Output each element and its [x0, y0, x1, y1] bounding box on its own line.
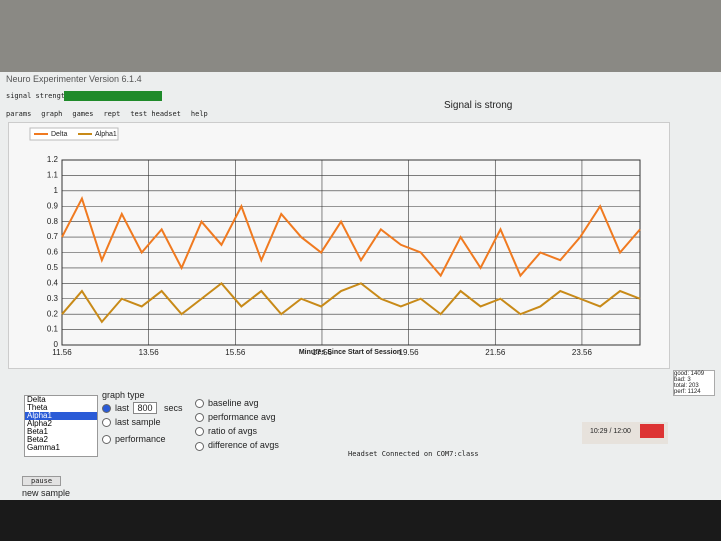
avg-option-text: performance avg	[208, 412, 276, 423]
radio-option[interactable]: performance	[102, 434, 166, 445]
stat: bad: 3	[674, 377, 714, 383]
tab-text: test headset	[130, 110, 181, 118]
band-item-text: Beta2	[27, 435, 48, 444]
avg-option-text: baseline avg	[208, 398, 259, 408]
secs-input[interactable]: 800	[133, 402, 157, 414]
tab[interactable]: params	[6, 110, 31, 118]
band-item[interactable]: Gamma1	[25, 444, 97, 452]
band-item-text: Delta	[27, 395, 46, 404]
stat-text: total: 203	[674, 383, 699, 389]
avg-option-text: difference of avgs	[208, 440, 279, 451]
tab-text: graph	[41, 110, 63, 118]
band-item-text: Beta1	[27, 427, 48, 436]
radio-option[interactable]: last sample	[102, 417, 166, 428]
tab-text: rept	[103, 110, 121, 118]
stat-text: good: 1409	[674, 371, 705, 377]
app-window: Neuro Experimenter Version 6.1.4 signal …	[0, 72, 721, 502]
tab[interactable]: help	[191, 110, 208, 118]
stat-text: bad: 3	[674, 377, 691, 383]
signal-label: signal strength	[6, 92, 70, 100]
stat-text: perf: 1124	[674, 389, 701, 395]
band-item-text: Gamma1	[27, 443, 60, 452]
tab-text: help	[190, 110, 208, 118]
radio-option-text: performance	[115, 434, 166, 445]
window-title: Neuro Experimenter Version 6.1.4	[6, 74, 142, 84]
avg-option-text: ratio of avgs	[208, 426, 258, 437]
tab-bar: params graph games rept test headset help	[6, 110, 208, 118]
tab[interactable]: rept	[103, 110, 120, 118]
tab[interactable]: games	[72, 110, 93, 118]
last-option[interactable]: last	[102, 403, 130, 414]
band-list[interactable]: Delta Theta Alpha1 Alpha2 Beta1 Beta2 Gamma1	[24, 395, 98, 457]
timer: 10:29 / 12:00	[590, 428, 631, 435]
tab[interactable]: test headset	[130, 110, 181, 118]
radio-option-text: last sample	[115, 417, 161, 427]
pause-button[interactable]: pause	[22, 476, 62, 486]
band-item[interactable]: Alpha2	[25, 420, 97, 428]
band-item[interactable]: Beta2	[25, 436, 97, 444]
band-item-text: Theta	[27, 403, 48, 412]
avg-option[interactable]: performance avg	[195, 412, 279, 423]
band-item[interactable]: Beta1	[25, 428, 97, 436]
tab[interactable]: graph	[41, 110, 62, 118]
graph-type-label: graph type	[102, 390, 145, 400]
band-item[interactable]: Theta	[25, 404, 97, 412]
bezel	[0, 500, 721, 541]
avg-option[interactable]: difference of avgs	[195, 440, 279, 451]
stat: good: 1409	[674, 371, 714, 377]
secs-label: secs	[164, 403, 183, 413]
avg-option[interactable]: ratio of avgs	[195, 426, 279, 437]
stats: good: 1409 bad: 3 total: 203 perf: 1124	[673, 370, 715, 396]
stop-button[interactable]	[640, 424, 664, 438]
avg-option[interactable]: baseline avg	[195, 398, 279, 409]
options: last sample performance	[102, 417, 166, 451]
band-item-text: Alpha2	[27, 419, 52, 428]
tab-text: games	[72, 110, 94, 118]
last-label: last	[115, 403, 130, 413]
signal-bar	[64, 91, 162, 101]
new-sample: new sample	[22, 488, 71, 498]
tab-text: params	[6, 110, 32, 118]
connection: Headset Connected on COM7:class	[348, 450, 479, 458]
band-item[interactable]: Delta	[25, 396, 97, 404]
band-item-text: Alpha1	[27, 411, 52, 420]
wall	[0, 0, 721, 72]
averages: baseline avg performance avg ratio of avgs…	[195, 398, 279, 455]
status: Signal is strong	[444, 100, 513, 111]
chart-panel	[8, 122, 670, 369]
stat: total: 203	[674, 383, 714, 389]
band-item[interactable]: Alpha1	[25, 412, 97, 420]
stat: perf: 1124	[674, 389, 714, 395]
